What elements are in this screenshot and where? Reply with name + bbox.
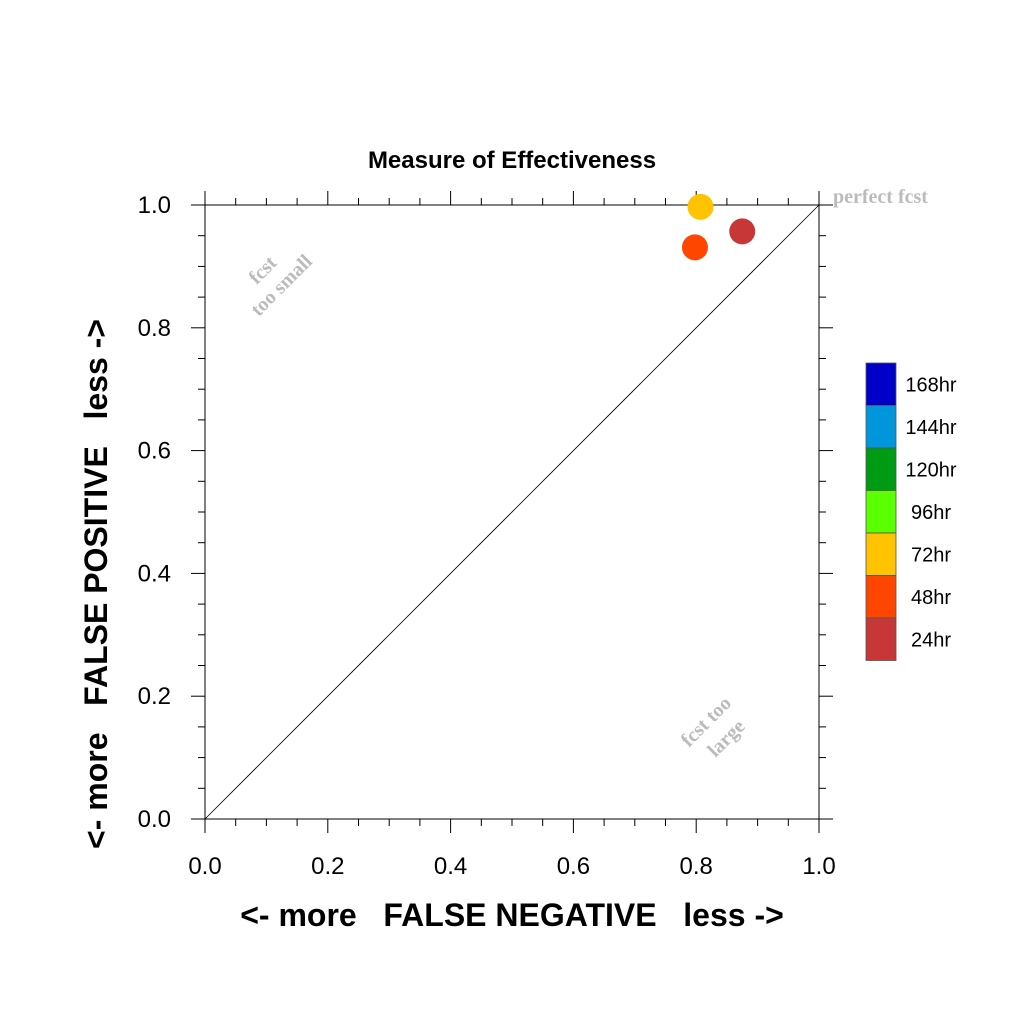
legend-swatch-120hr <box>865 447 897 491</box>
legend-label-24hr: 24hr <box>911 629 951 651</box>
x-tick-label: 1.0 <box>802 853 835 880</box>
perfect-forecast-diagonal <box>204 204 820 820</box>
tick-labels: 0.0 0.2 0.4 0.6 0.8 1.0 0.0 0.2 0.4 0.6 0.8 1.0 <box>138 192 836 880</box>
annotation-too-large: fcst too large <box>677 689 758 770</box>
y-tick-label: 0.0 <box>138 806 171 833</box>
y-tick-label: 0.4 <box>138 560 171 587</box>
point-72hr <box>687 193 714 220</box>
legend-label-48hr: 48hr <box>911 587 951 609</box>
legend-swatch-96hr <box>865 490 897 534</box>
legend-swatch-168hr <box>865 362 897 406</box>
chart-title: Measure of Effectiveness <box>368 147 656 174</box>
x-tick-label: 0.8 <box>680 853 713 880</box>
x-tick-label: 0.2 <box>311 853 344 880</box>
legend-label-144hr: 144hr <box>905 417 956 439</box>
x-tick-label: 0.6 <box>557 853 590 880</box>
legend-label-120hr: 120hr <box>905 459 956 481</box>
point-48hr <box>681 234 708 261</box>
y-axis-label: <- more FALSE POSITIVE less -> <box>78 319 114 849</box>
point-24hr <box>729 218 756 245</box>
y-tick-label: 0.6 <box>138 438 171 465</box>
legend-swatch-48hr <box>865 575 897 619</box>
x-axis-label: <- more FALSE NEGATIVE less -> <box>240 897 784 933</box>
legend-swatch-24hr <box>865 617 897 661</box>
data-points <box>681 193 756 261</box>
legend: 168hr 144hr 120hr 96hr 72hr 48hr 24hr <box>865 362 957 661</box>
legend-label-72hr: 72hr <box>911 544 951 566</box>
y-tick-label: 0.2 <box>138 683 171 710</box>
x-tick-label: 0.0 <box>188 853 221 880</box>
y-tick-label: 0.8 <box>138 315 171 342</box>
x-tick-label: 0.4 <box>434 853 467 880</box>
legend-swatch-72hr <box>865 532 897 576</box>
legend-label-96hr: 96hr <box>911 502 951 524</box>
y-tick-label: 1.0 <box>138 192 171 219</box>
legend-label-168hr: 168hr <box>905 374 956 396</box>
axis-ticks <box>191 191 833 833</box>
annotation-too-small: fcst too small <box>230 233 317 320</box>
annotation-perfect-forecast: perfect fcst <box>833 186 928 208</box>
legend-swatch-144hr <box>865 405 897 449</box>
